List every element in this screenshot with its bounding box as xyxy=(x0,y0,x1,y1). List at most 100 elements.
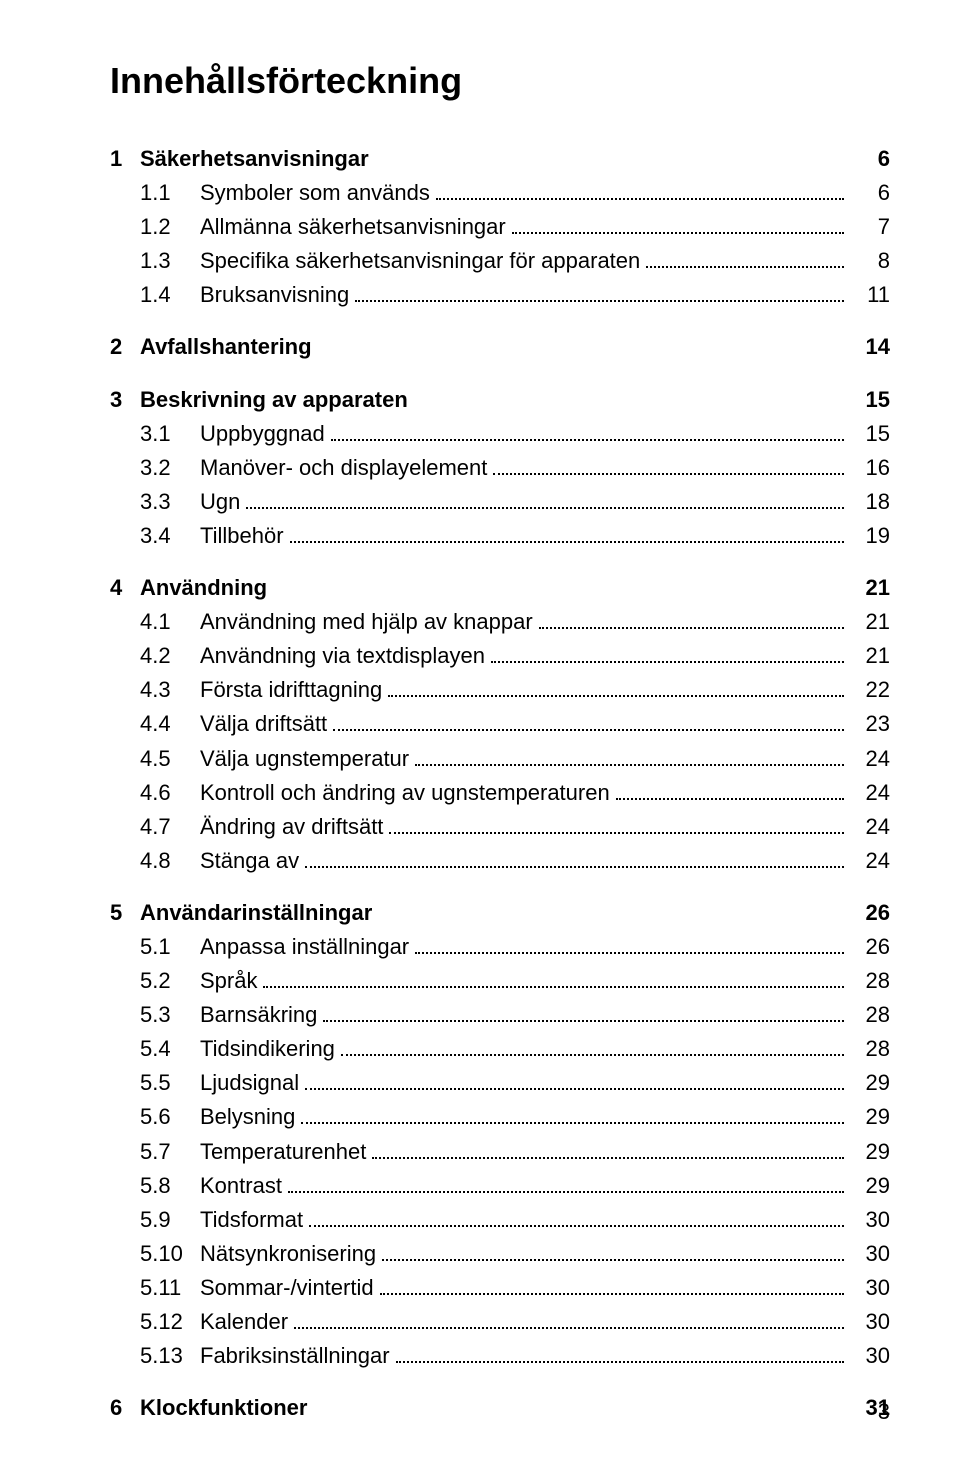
toc-leader-dots xyxy=(388,676,844,698)
toc-entry-page: 28 xyxy=(850,998,890,1032)
toc-entry-label: Ändring av driftsätt xyxy=(200,810,383,844)
toc-entry-number: 4.2 xyxy=(110,639,200,673)
toc-leader-dots xyxy=(491,641,844,663)
toc-item: 4.2Användning via textdisplayen21 xyxy=(110,639,890,673)
toc-entry-label: Belysning xyxy=(200,1100,295,1134)
toc-entry-page: 29 xyxy=(850,1100,890,1134)
toc-item: 5.9Tidsformat30 xyxy=(110,1203,890,1237)
toc-leader-dots xyxy=(389,812,844,834)
toc-section: 5Användarinställningar26 xyxy=(110,896,890,930)
toc-item: 5.12Kalender30 xyxy=(110,1305,890,1339)
toc-entry-number: 5.2 xyxy=(110,964,200,998)
toc-item: 5.11Sommar-/vintertid30 xyxy=(110,1271,890,1305)
toc-leader-dots xyxy=(646,246,844,268)
toc-leader-dots xyxy=(309,1205,844,1227)
toc-entry-label: Kalender xyxy=(200,1305,288,1339)
toc-entry-label: Bruksanvisning xyxy=(200,278,349,312)
toc-entry-label: Tidsformat xyxy=(200,1203,303,1237)
toc-entry-number: 1.3 xyxy=(110,244,200,278)
toc-entry-number: 4.6 xyxy=(110,776,200,810)
toc-entry-number: 4.5 xyxy=(110,742,200,776)
toc-entry-number: 5.10 xyxy=(110,1237,200,1271)
toc-entry-number: 4.4 xyxy=(110,707,200,741)
toc-leader-dots xyxy=(305,846,844,868)
toc-entry-label: Specifika säkerhetsanvisningar för appar… xyxy=(200,244,640,278)
toc-leader-dots xyxy=(246,487,844,509)
toc-leader-dots xyxy=(290,521,844,543)
toc-entry-page: 30 xyxy=(850,1203,890,1237)
toc-leader-dots xyxy=(294,1307,844,1329)
toc-section: 3Beskrivning av apparaten15 xyxy=(110,383,890,417)
toc-entry-page: 28 xyxy=(850,964,890,998)
toc-entry-page: 29 xyxy=(850,1169,890,1203)
toc-item: 4.3Första idrifttagning22 xyxy=(110,673,890,707)
toc-entry-number: 3.2 xyxy=(110,451,200,485)
toc-entry-number: 1 xyxy=(110,142,140,176)
toc-leader-dots xyxy=(382,1239,844,1261)
toc-entry-number: 5.11 xyxy=(110,1271,200,1305)
toc-entry-page: 24 xyxy=(850,742,890,776)
toc-entry-label: Symboler som används xyxy=(200,176,430,210)
toc-entry-label: Tillbehör xyxy=(200,519,284,553)
toc-entry-label: Användning via textdisplayen xyxy=(200,639,485,673)
toc-entry-label: Anpassa inställningar xyxy=(200,930,409,964)
toc-entry-number: 3.4 xyxy=(110,519,200,553)
toc-entry-number: 5.13 xyxy=(110,1339,200,1373)
toc-entry-page: 21 xyxy=(850,605,890,639)
toc-entry-page: 7 xyxy=(850,210,890,244)
toc-entry-label: Ugn xyxy=(200,485,240,519)
toc-entry-number: 1.1 xyxy=(110,176,200,210)
toc-entry-page: 24 xyxy=(850,844,890,878)
toc-entry-label: Klockfunktioner xyxy=(140,1391,307,1425)
toc-item: 1.1Symboler som används 6 xyxy=(110,176,890,210)
toc-leader-dots xyxy=(493,453,844,475)
toc-item: 1.3Specifika säkerhetsanvisningar för ap… xyxy=(110,244,890,278)
toc-entry-label: Användning xyxy=(140,571,267,605)
toc-leader-dots xyxy=(263,966,844,988)
toc-item: 5.13Fabriksinställningar30 xyxy=(110,1339,890,1373)
toc-entry-number: 5.5 xyxy=(110,1066,200,1100)
toc-entry-page: 30 xyxy=(850,1305,890,1339)
toc-entry-page: 6 xyxy=(850,176,890,210)
toc-entry-number: 4.1 xyxy=(110,605,200,639)
toc-leader-dots xyxy=(415,932,844,954)
toc-leader-dots xyxy=(301,1103,844,1125)
toc-entry-label: Användning med hjälp av knappar xyxy=(200,605,533,639)
toc-item: 1.4Bruksanvisning11 xyxy=(110,278,890,312)
toc-entry-page: 15 xyxy=(850,417,890,451)
toc-entry-page: 26 xyxy=(850,930,890,964)
toc-entry-page: 26 xyxy=(850,896,890,930)
toc-entry-label: Avfallshantering xyxy=(140,330,312,364)
toc-item: 3.1Uppbyggnad15 xyxy=(110,417,890,451)
toc-entry-page: 11 xyxy=(850,278,890,312)
toc-entry-label: Allmänna säkerhetsanvisningar xyxy=(200,210,506,244)
toc-item: 5.1Anpassa inställningar 26 xyxy=(110,930,890,964)
page-title: Innehållsförteckning xyxy=(110,60,890,102)
toc-leader-dots xyxy=(415,744,844,766)
toc-leader-dots xyxy=(323,1000,844,1022)
toc-item: 5.10Nätsynkronisering30 xyxy=(110,1237,890,1271)
toc-entry-page: 8 xyxy=(850,244,890,278)
toc-entry-number: 5.1 xyxy=(110,930,200,964)
toc-entry-number: 3.3 xyxy=(110,485,200,519)
toc-leader-dots xyxy=(333,710,844,732)
toc-section: 1Säkerhetsanvisningar6 xyxy=(110,142,890,176)
toc-entry-label: Kontrast xyxy=(200,1169,282,1203)
toc-entry-label: Kontroll och ändring av ugnstemperaturen xyxy=(200,776,610,810)
toc-item: 5.6Belysning29 xyxy=(110,1100,890,1134)
toc-item: 4.6Kontroll och ändring av ugnstemperatu… xyxy=(110,776,890,810)
toc-entry-page: 24 xyxy=(850,810,890,844)
toc-item: 5.2Språk 28 xyxy=(110,964,890,998)
toc-entry-page: 15 xyxy=(850,383,890,417)
toc-entry-number: 4 xyxy=(110,571,140,605)
toc-entry-label: Språk xyxy=(200,964,257,998)
toc-leader-dots xyxy=(380,1273,844,1295)
toc-item: 5.3Barnsäkring28 xyxy=(110,998,890,1032)
toc-entry-number: 6 xyxy=(110,1391,140,1425)
toc-entry-page: 28 xyxy=(850,1032,890,1066)
toc-item: 3.4Tillbehör19 xyxy=(110,519,890,553)
toc-entry-page: 14 xyxy=(850,330,890,364)
toc-entry-label: Välja ugnstemperatur xyxy=(200,742,409,776)
toc-item: 4.5Välja ugnstemperatur 24 xyxy=(110,742,890,776)
toc-entry-page: 29 xyxy=(850,1066,890,1100)
